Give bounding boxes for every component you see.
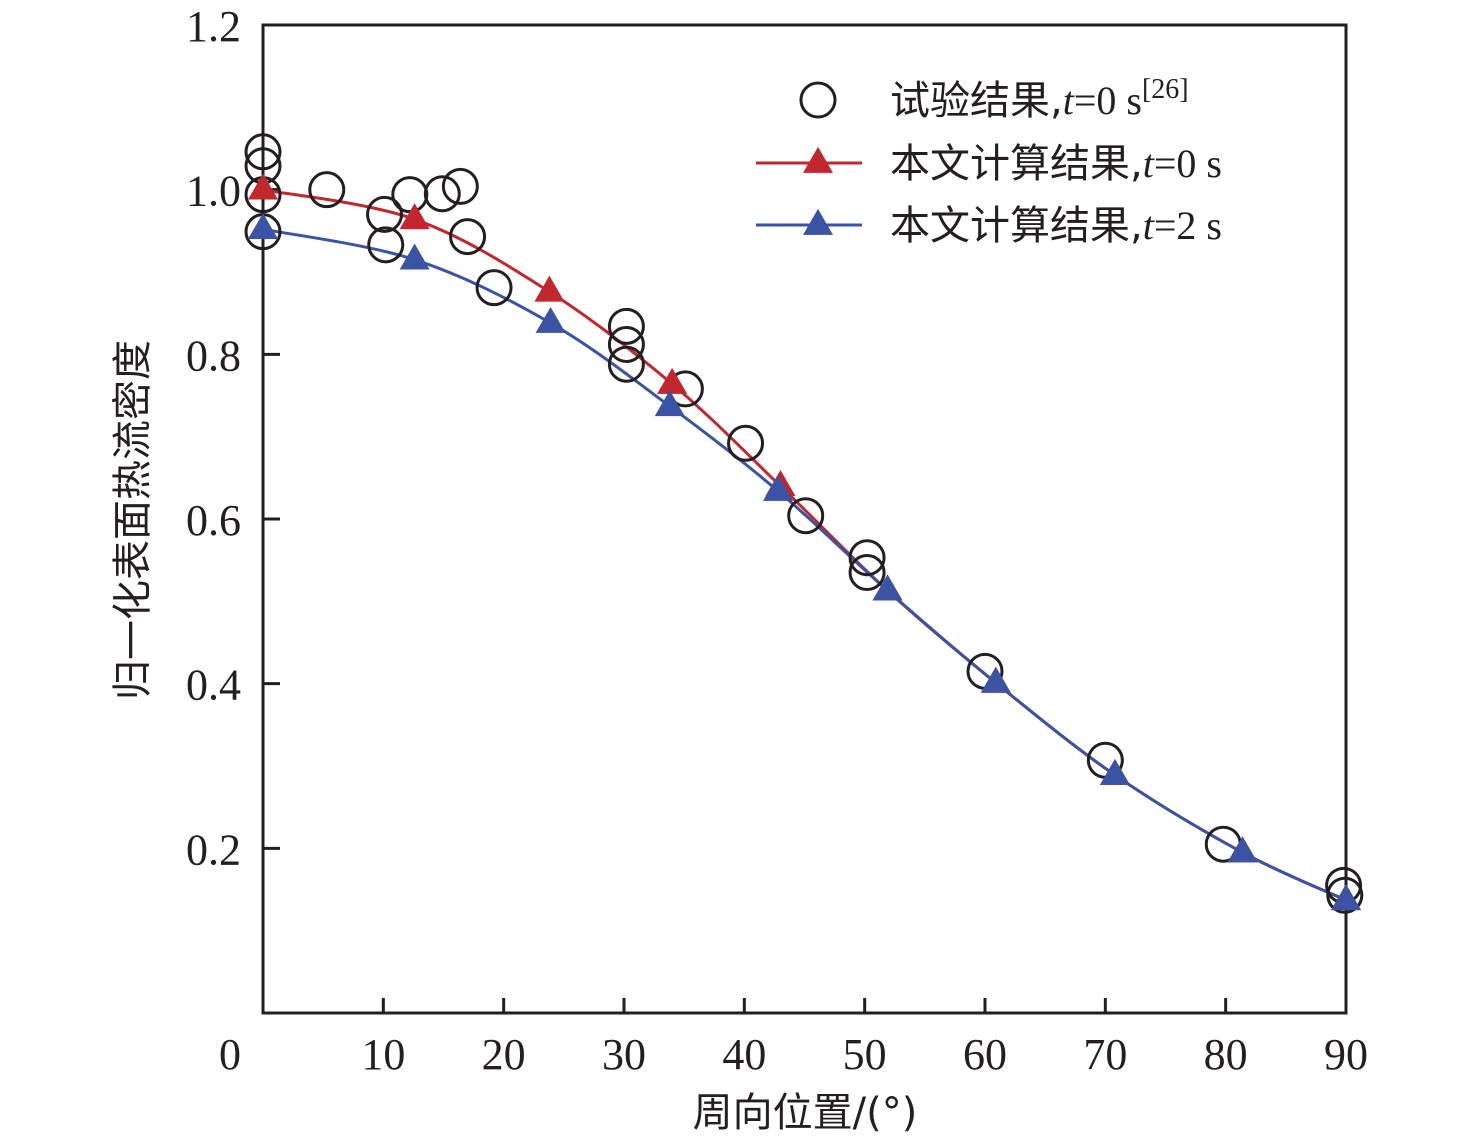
data-point-circle bbox=[1326, 876, 1364, 914]
legend-label-part: t bbox=[1143, 203, 1155, 248]
y-tick-label: 0.2 bbox=[186, 825, 241, 874]
legend-label: 本文计算结果,t=2 s bbox=[890, 203, 1222, 249]
y-tick-label: 1.0 bbox=[186, 167, 241, 216]
data-point-circle bbox=[475, 269, 513, 307]
data-point-triangle bbox=[399, 203, 430, 230]
data-point-circle bbox=[441, 167, 479, 205]
x-tick-label: 30 bbox=[602, 1030, 646, 1079]
legend-item-0: 试验结果,t=0 s[26] bbox=[799, 74, 1189, 124]
legend-label-part: 本文计算结果, bbox=[890, 141, 1143, 187]
data-point-triangle bbox=[1227, 836, 1258, 863]
legend-label-part: =2 s bbox=[1154, 203, 1222, 248]
data-point-circle bbox=[727, 424, 765, 462]
data-point-circle bbox=[607, 307, 645, 345]
legend-triangle-icon bbox=[803, 208, 833, 235]
legend-item-2: 本文计算结果,t=2 s bbox=[756, 203, 1222, 249]
x-tick-label: 50 bbox=[843, 1030, 887, 1079]
y-tick-label: 0.4 bbox=[186, 661, 241, 710]
data-point-circle bbox=[607, 345, 645, 383]
data-point-circle bbox=[367, 226, 405, 264]
x-tick-label: 10 bbox=[361, 1030, 405, 1079]
data-point-circle bbox=[449, 218, 487, 256]
data-point-circle bbox=[423, 175, 461, 213]
data-point-circle bbox=[244, 133, 282, 171]
legend-label-part: =0 s bbox=[1154, 141, 1222, 186]
x-tick-label: 60 bbox=[963, 1030, 1007, 1079]
data-point-triangle bbox=[872, 574, 903, 601]
data-point-triangle bbox=[534, 275, 565, 302]
data-point-circle bbox=[848, 554, 886, 592]
series-layer bbox=[244, 133, 1364, 914]
legend-triangle-icon bbox=[803, 146, 833, 173]
legend-circle-icon bbox=[799, 81, 837, 119]
legend-label-citation: [26] bbox=[1142, 74, 1189, 105]
data-point-triangle bbox=[1099, 758, 1130, 785]
data-point-triangle bbox=[763, 474, 794, 501]
data-point-triangle bbox=[654, 390, 685, 417]
x-tick-label: 70 bbox=[1083, 1030, 1127, 1079]
x-tick-label: 20 bbox=[482, 1030, 526, 1079]
legend-label: 试验结果,t=0 s[26] bbox=[890, 74, 1189, 124]
data-point-circle bbox=[787, 497, 825, 535]
y-tick-label: 0.6 bbox=[186, 496, 241, 545]
data-point-triangle bbox=[248, 173, 278, 200]
data-point-triangle bbox=[535, 306, 566, 333]
axes: 0 10 20 30 40 50 60 70 80 90 0.2 0.4 0.6 0.8 1.0 1.2 bbox=[186, 2, 1368, 1079]
x-tick-label: 0 bbox=[219, 1030, 241, 1079]
series-line-1 bbox=[262, 188, 1347, 902]
x-axis-title: 周向位置/(°) bbox=[693, 1090, 918, 1136]
data-point-triangle bbox=[399, 243, 430, 270]
data-point-triangle bbox=[657, 367, 688, 394]
y-tick-label: 0.8 bbox=[186, 331, 241, 380]
legend-item-1: 本文计算结果,t=0 s bbox=[756, 141, 1222, 187]
data-point-circle bbox=[391, 176, 429, 214]
legend-label-part: 本文计算结果, bbox=[890, 203, 1143, 249]
legend-label-part: t bbox=[1063, 78, 1075, 123]
legend-label-part: =0 s bbox=[1074, 78, 1142, 123]
legend-label-part: t bbox=[1143, 141, 1155, 186]
data-point-circle bbox=[366, 195, 404, 233]
x-tick-label: 80 bbox=[1204, 1030, 1248, 1079]
x-tick-label: 40 bbox=[722, 1030, 766, 1079]
data-point-circle bbox=[308, 171, 346, 209]
series-line-2 bbox=[262, 227, 1347, 902]
data-point-triangle bbox=[1331, 884, 1361, 911]
data-point-circle bbox=[607, 325, 645, 363]
legend-label: 本文计算结果,t=0 s bbox=[890, 141, 1222, 187]
data-point-triangle bbox=[980, 666, 1011, 693]
x-tick-label: 90 bbox=[1324, 1030, 1368, 1079]
y-axis-title: 归一化表面热流密度 bbox=[110, 340, 156, 700]
y-tick-label: 1.2 bbox=[186, 2, 241, 51]
legend-label-part: 试验结果, bbox=[890, 78, 1063, 124]
data-point-triangle bbox=[248, 213, 278, 240]
data-point-circle bbox=[848, 539, 886, 577]
